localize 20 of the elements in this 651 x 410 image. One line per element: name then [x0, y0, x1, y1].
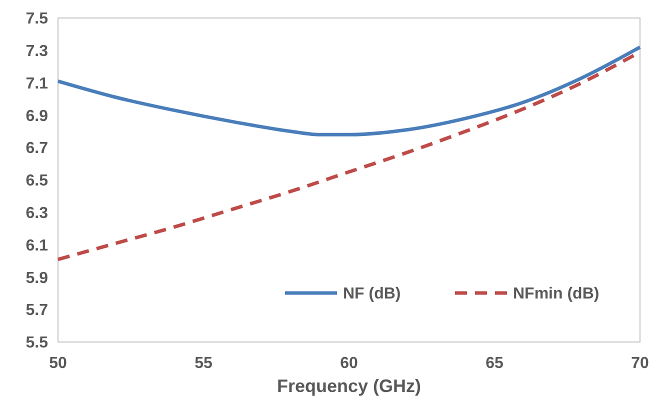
- y-tick-label: 6.9: [26, 108, 48, 125]
- y-tick-label: 7.1: [26, 75, 48, 92]
- legend-label: NFmin (dB): [513, 286, 600, 303]
- x-axis-title: Frequency (GHz): [276, 376, 422, 396]
- legend-label: NF (dB): [343, 286, 401, 303]
- y-tick-label: 6.5: [26, 172, 48, 190]
- y-tick-label: 5.9: [26, 270, 48, 287]
- x-tick-label: 70: [631, 355, 649, 372]
- y-tick-label: 7.3: [26, 43, 48, 60]
- x-tick-label: 65: [486, 355, 504, 372]
- y-tick-label: 6.3: [26, 205, 48, 222]
- y-tick-label: 6.7: [26, 140, 48, 158]
- x-tick-label: 55: [194, 355, 212, 372]
- line-series: [56, 45, 642, 136]
- y-tick-label: 5.5: [26, 334, 48, 352]
- y-tick-label: 5.7: [26, 302, 48, 320]
- y-tick-label: 6.1: [26, 237, 48, 254]
- y-tick-label: 7.5: [26, 10, 48, 28]
- x-tick-label: 60: [340, 355, 358, 372]
- x-tick-label: 50: [49, 355, 67, 372]
